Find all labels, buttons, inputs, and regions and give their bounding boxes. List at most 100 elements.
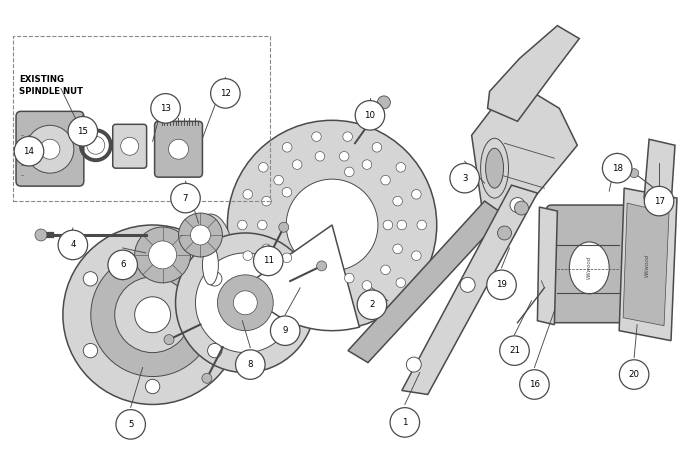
Circle shape <box>343 132 352 141</box>
Text: 18: 18 <box>612 164 623 173</box>
Circle shape <box>258 163 268 172</box>
FancyBboxPatch shape <box>113 124 146 168</box>
Circle shape <box>40 139 60 159</box>
Circle shape <box>202 373 212 383</box>
Circle shape <box>279 222 288 232</box>
Polygon shape <box>538 207 557 325</box>
FancyBboxPatch shape <box>155 121 202 177</box>
Circle shape <box>87 136 105 154</box>
Circle shape <box>312 132 321 141</box>
Circle shape <box>498 226 512 240</box>
Text: 8: 8 <box>248 360 253 369</box>
Circle shape <box>169 139 188 159</box>
Circle shape <box>340 289 349 299</box>
Circle shape <box>362 281 372 290</box>
Circle shape <box>381 265 391 275</box>
Circle shape <box>282 253 292 263</box>
Circle shape <box>377 96 391 109</box>
Text: 14: 14 <box>24 147 34 156</box>
Circle shape <box>243 251 253 260</box>
Text: Wilwood: Wilwood <box>587 256 592 280</box>
Circle shape <box>14 136 43 166</box>
Circle shape <box>228 120 437 330</box>
Circle shape <box>146 236 160 250</box>
Circle shape <box>83 272 97 286</box>
Circle shape <box>397 220 407 230</box>
Circle shape <box>258 220 267 230</box>
Circle shape <box>286 179 378 271</box>
Circle shape <box>417 220 426 230</box>
Text: 4: 4 <box>70 241 76 250</box>
Text: Wilwood: Wilwood <box>645 253 650 276</box>
Wedge shape <box>246 225 359 331</box>
Text: 3: 3 <box>462 173 468 183</box>
Ellipse shape <box>486 148 503 188</box>
Circle shape <box>343 308 352 318</box>
Circle shape <box>344 273 354 283</box>
Polygon shape <box>488 26 580 121</box>
Circle shape <box>412 251 421 260</box>
Circle shape <box>412 189 421 199</box>
Text: 7: 7 <box>183 193 188 202</box>
Ellipse shape <box>195 226 226 304</box>
Circle shape <box>450 164 480 193</box>
Ellipse shape <box>481 138 508 198</box>
Circle shape <box>120 137 139 155</box>
Circle shape <box>63 225 242 405</box>
Text: 9: 9 <box>283 326 288 335</box>
Ellipse shape <box>202 245 218 285</box>
Circle shape <box>233 291 258 315</box>
Circle shape <box>134 297 171 333</box>
Circle shape <box>68 116 97 146</box>
Circle shape <box>315 151 325 161</box>
Circle shape <box>150 94 181 123</box>
Text: 21: 21 <box>509 346 520 355</box>
Circle shape <box>262 244 272 254</box>
Circle shape <box>148 241 176 269</box>
Circle shape <box>211 79 240 108</box>
Circle shape <box>91 253 214 376</box>
Circle shape <box>195 253 295 352</box>
Ellipse shape <box>186 214 235 316</box>
Text: 12: 12 <box>220 89 231 98</box>
Text: 20: 20 <box>629 370 640 379</box>
Text: 15: 15 <box>77 127 88 136</box>
Circle shape <box>355 101 385 130</box>
FancyBboxPatch shape <box>16 111 84 186</box>
Circle shape <box>26 125 74 173</box>
Text: 2: 2 <box>369 300 375 309</box>
Circle shape <box>629 169 638 178</box>
Circle shape <box>519 370 550 399</box>
Circle shape <box>274 265 284 275</box>
Circle shape <box>178 213 223 257</box>
Text: 11: 11 <box>262 256 274 265</box>
Circle shape <box>393 196 402 206</box>
Circle shape <box>316 261 327 271</box>
Circle shape <box>396 278 405 288</box>
Circle shape <box>208 343 222 358</box>
Circle shape <box>218 275 273 331</box>
Circle shape <box>176 233 315 372</box>
FancyBboxPatch shape <box>547 205 631 323</box>
Circle shape <box>171 183 200 213</box>
Circle shape <box>293 160 302 169</box>
Circle shape <box>340 151 349 161</box>
Circle shape <box>237 220 247 230</box>
Text: 16: 16 <box>529 380 540 389</box>
Circle shape <box>270 316 300 346</box>
Circle shape <box>344 167 354 177</box>
Circle shape <box>603 154 632 183</box>
Circle shape <box>510 198 525 212</box>
Circle shape <box>406 357 421 372</box>
Circle shape <box>396 163 405 172</box>
Polygon shape <box>644 139 675 205</box>
Text: 17: 17 <box>654 197 664 206</box>
Circle shape <box>372 143 382 152</box>
Polygon shape <box>348 201 505 362</box>
Circle shape <box>620 360 649 389</box>
Polygon shape <box>623 203 669 326</box>
Circle shape <box>164 335 174 345</box>
Circle shape <box>190 225 211 245</box>
Circle shape <box>390 408 419 437</box>
Circle shape <box>83 343 97 358</box>
